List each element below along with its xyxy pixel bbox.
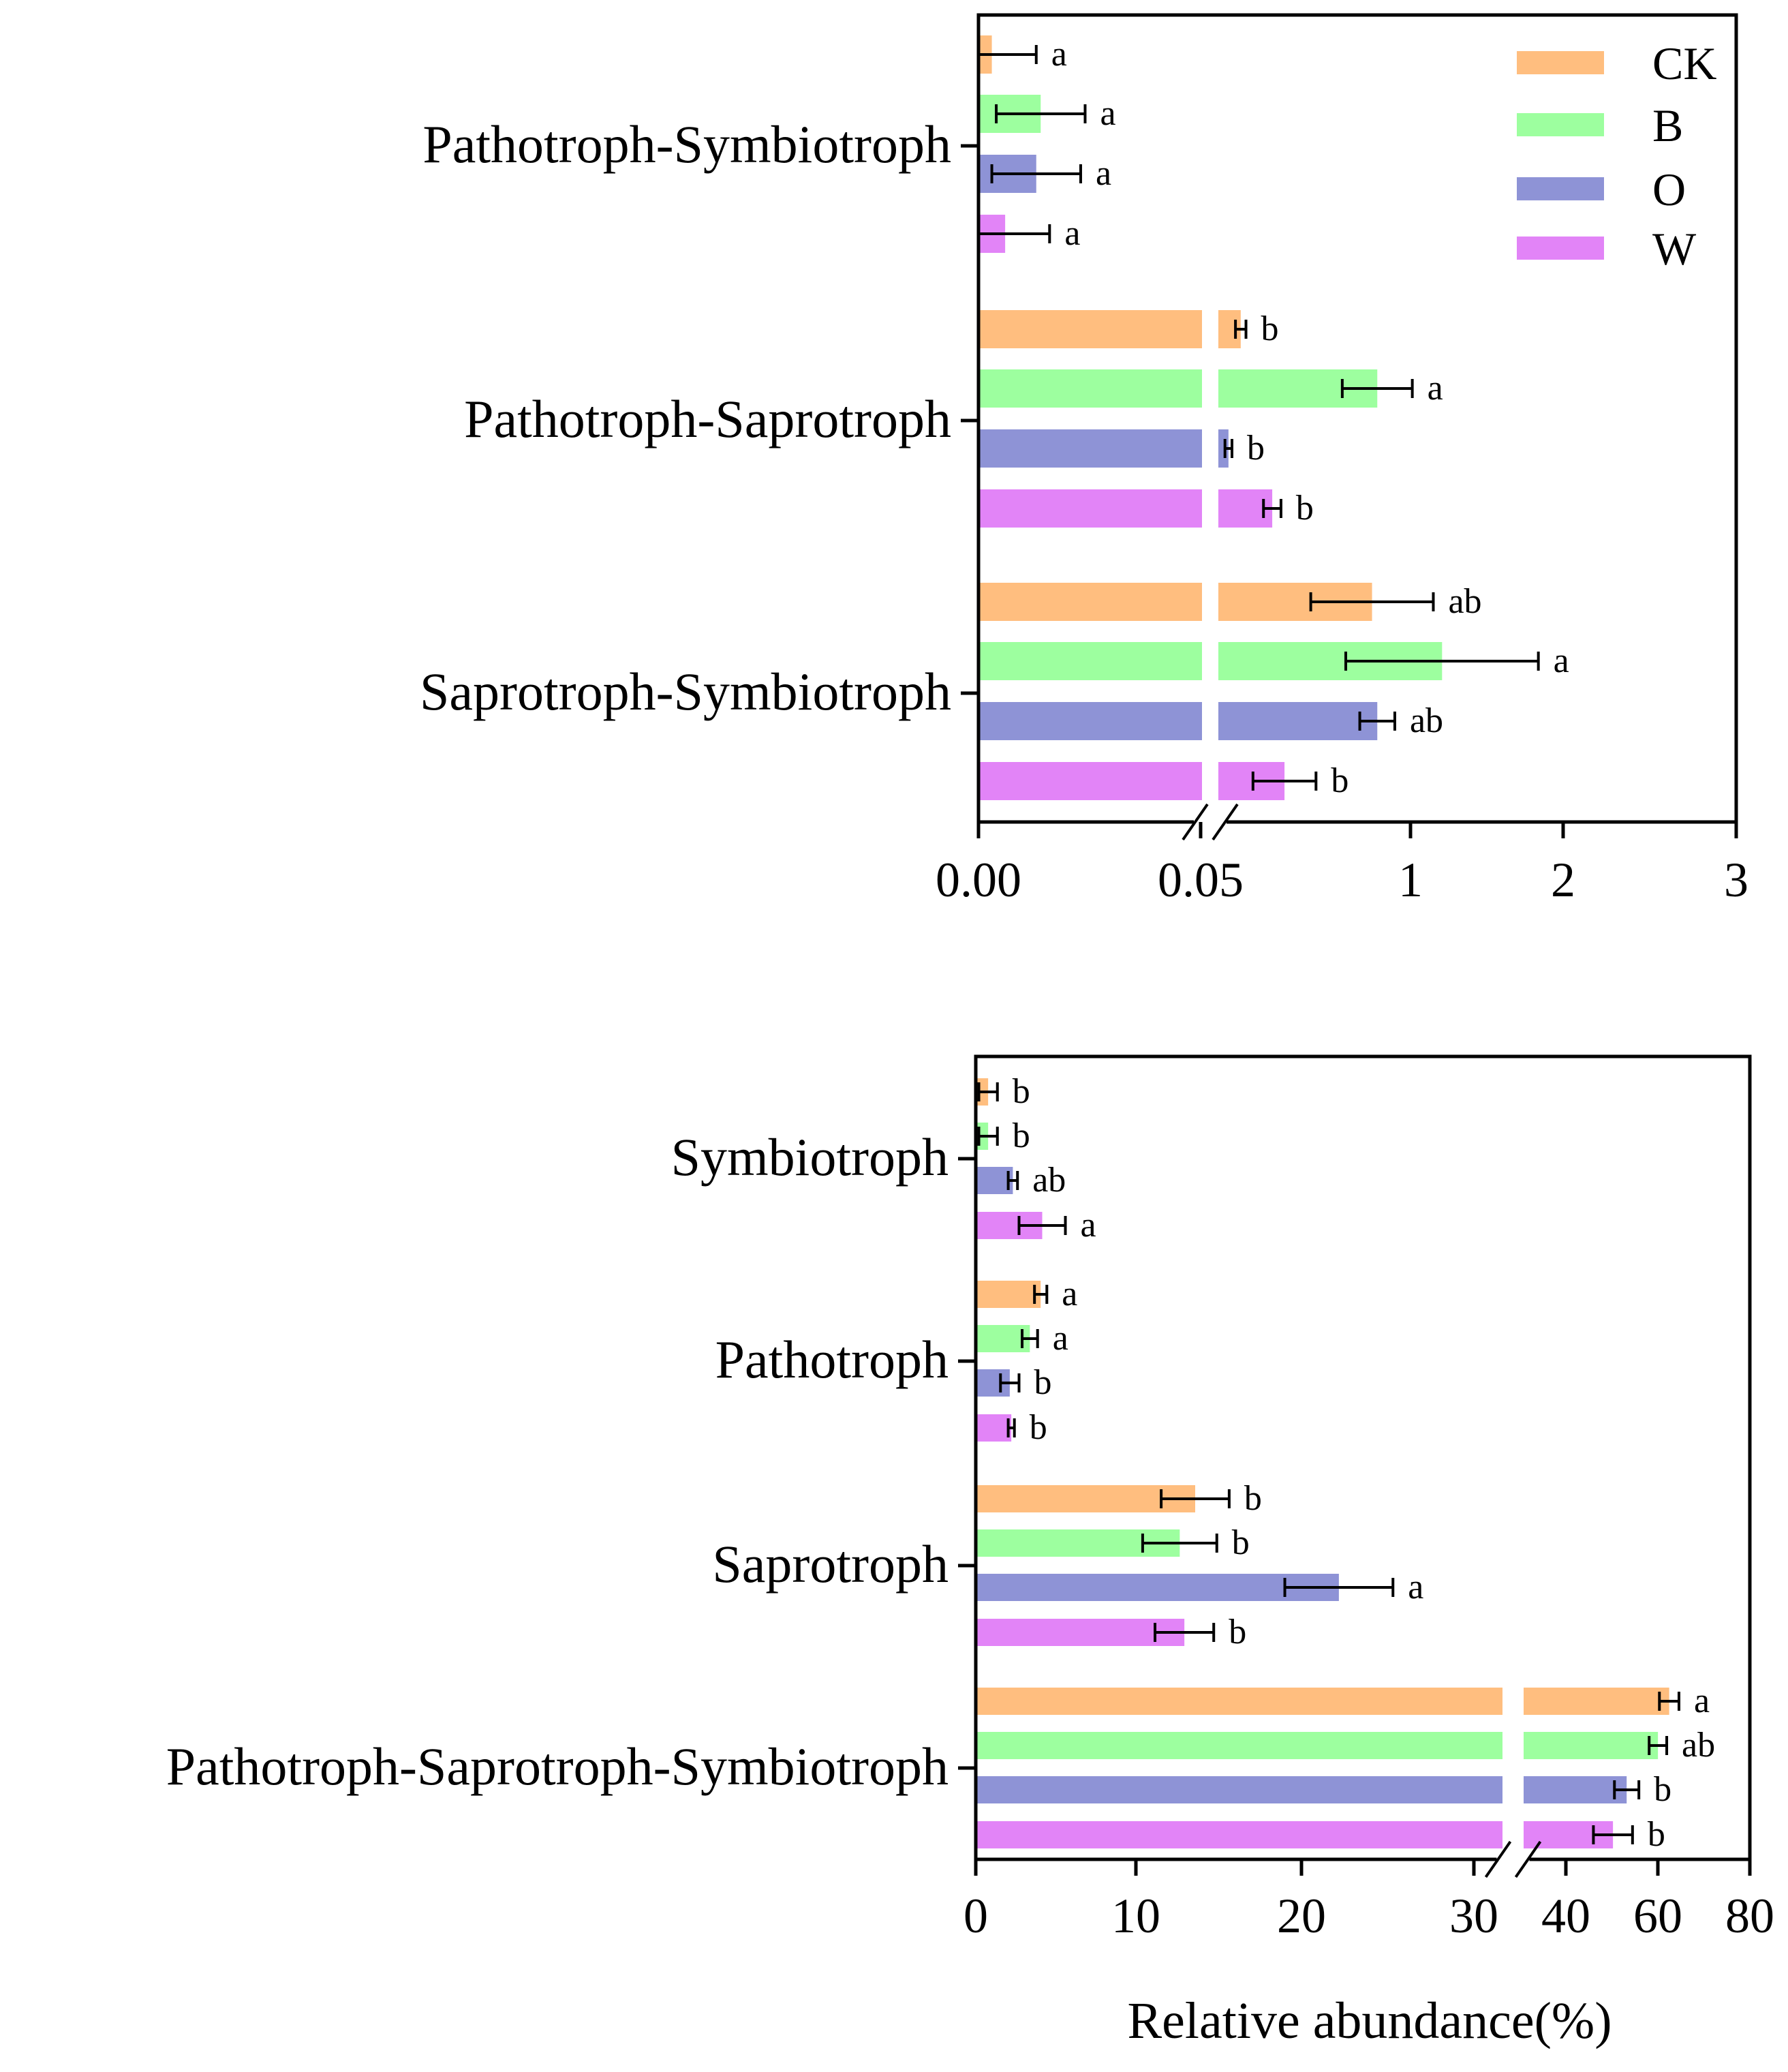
significance-pathotroph-saprotroph-symbiotroph-ck: a [1694, 1681, 1710, 1720]
significance-pathotroph-saprotroph-ck: b [1261, 309, 1279, 348]
y-category-label-pathotroph: Pathotroph [715, 1330, 949, 1389]
axis-break-mark [1212, 803, 1239, 841]
axis-break-gap [1202, 17, 1218, 820]
axis-break-cover [1496, 1855, 1530, 1863]
bar-saprotroph-o [976, 1574, 1339, 1601]
plot-frame [976, 13, 1738, 824]
y-category-label-pathotroph-saprotroph: Pathotroph-Saprotroph [464, 389, 951, 448]
legend-label-b: B [1652, 100, 1683, 151]
significance-saprotroph-symbiotroph-o: ab [1410, 701, 1443, 740]
axis-break-mark [1484, 1840, 1512, 1878]
bar-saprotroph-symbiotroph-o [978, 702, 1378, 740]
significance-symbiotroph-o: ab [1032, 1161, 1066, 1200]
significance-pathotroph-saprotroph-symbiotroph-o: b [1654, 1770, 1671, 1809]
significance-symbiotroph-b: b [1013, 1116, 1030, 1155]
significance-pathotroph-symbiotroph-b: a [1100, 94, 1115, 133]
x-tick-label: 30 [1449, 1889, 1498, 1943]
significance-pathotroph-symbiotroph-w: a [1064, 214, 1080, 253]
significance-pathotroph-saprotroph-w: b [1296, 489, 1314, 528]
bar-pathotroph-saprotroph-symbiotroph-o [976, 1776, 1627, 1803]
significance-pathotroph-o: b [1034, 1363, 1051, 1402]
y-category-label-symbiotroph: Symbiotroph [671, 1127, 949, 1187]
significance-pathotroph-saprotroph-symbiotroph-w: b [1648, 1815, 1665, 1854]
significance-saprotroph-w: b [1229, 1613, 1246, 1651]
axis-break-mark [1182, 803, 1209, 841]
significance-pathotroph-ck: a [1062, 1275, 1077, 1313]
x-tick-label: 10 [1111, 1889, 1160, 1943]
significance-pathotroph-b: a [1053, 1319, 1068, 1358]
bar-pathotroph-saprotroph-symbiotroph-b [976, 1732, 1659, 1759]
y-category-label-pathotroph-saprotroph-symbiotroph: Pathotroph-Saprotroph-Symbiotroph [166, 1737, 949, 1796]
x-tick-label: 1 [1398, 853, 1423, 907]
bar-pathotroph-saprotroph-w [978, 489, 1273, 528]
x-tick-label: 40 [1541, 1889, 1590, 1943]
legend-label-o: O [1652, 164, 1686, 215]
x-tick-label: 0.05 [1158, 853, 1244, 907]
plot-frame [974, 1054, 1752, 1861]
axis-break-mark [1514, 1840, 1542, 1878]
y-category-label-saprotroph: Saprotroph [712, 1534, 949, 1594]
significance-pathotroph-saprotroph-o: b [1247, 429, 1265, 468]
significance-saprotroph-symbiotroph-ck: ab [1448, 582, 1481, 621]
legend-swatch-o [1517, 177, 1604, 200]
x-tick-label: 60 [1633, 1889, 1682, 1943]
y-category-label-pathotroph-symbiotroph: Pathotroph-Symbiotroph [422, 115, 951, 174]
significance-symbiotroph-ck: b [1013, 1072, 1030, 1111]
significance-saprotroph-o: a [1408, 1568, 1423, 1606]
significance-pathotroph-symbiotroph-o: a [1096, 154, 1111, 193]
significance-symbiotroph-w: a [1081, 1206, 1096, 1245]
bar-pathotroph-ck [976, 1281, 1041, 1308]
bar-pathotroph-saprotroph-o [978, 429, 1229, 468]
legend-swatch-ck [1517, 51, 1604, 74]
bar-saprotroph-ck [976, 1485, 1196, 1512]
bar-saprotroph-w [976, 1619, 1185, 1646]
x-tick-label: 3 [1724, 853, 1748, 907]
legend-label-ck: CK [1652, 37, 1716, 89]
x-tick-label: 0 [964, 1889, 988, 1943]
x-tick-label: 80 [1725, 1889, 1774, 1943]
x-axis-title: Relative abundance(%) [1127, 1992, 1612, 2050]
significance-saprotroph-ck: b [1244, 1479, 1262, 1518]
significance-saprotroph-symbiotroph-b: a [1554, 641, 1569, 680]
significance-pathotroph-saprotroph-b: a [1428, 369, 1443, 408]
bar-pathotroph-w [976, 1414, 1012, 1442]
x-tick-label: 2 [1551, 853, 1575, 907]
bar-symbiotroph-o [976, 1167, 1013, 1194]
legend-swatch-b [1517, 113, 1604, 136]
significance-saprotroph-b: b [1232, 1523, 1250, 1562]
bar-pathotroph-saprotroph-b [978, 369, 1378, 408]
significance-pathotroph-saprotroph-symbiotroph-b: ab [1682, 1726, 1715, 1765]
significance-pathotroph-symbiotroph-ck: a [1051, 35, 1067, 74]
bar-saprotroph-symbiotroph-w [978, 762, 1285, 800]
bar-pathotroph-saprotroph-ck [978, 310, 1241, 348]
significance-saprotroph-symbiotroph-w: b [1331, 761, 1348, 800]
legend-label-w: W [1652, 223, 1697, 275]
x-tick-label: 0.00 [936, 853, 1021, 907]
legend-swatch-w [1517, 237, 1604, 260]
bar-saprotroph-symbiotroph-ck [978, 583, 1372, 621]
axis-break-gap [1502, 1058, 1524, 1857]
bar-pathotroph-saprotroph-symbiotroph-ck [976, 1688, 1669, 1715]
x-tick-label: 20 [1277, 1889, 1326, 1943]
y-category-label-saprotroph-symbiotroph: Saprotroph-Symbiotroph [420, 662, 951, 721]
significance-pathotroph-w: b [1030, 1408, 1047, 1447]
